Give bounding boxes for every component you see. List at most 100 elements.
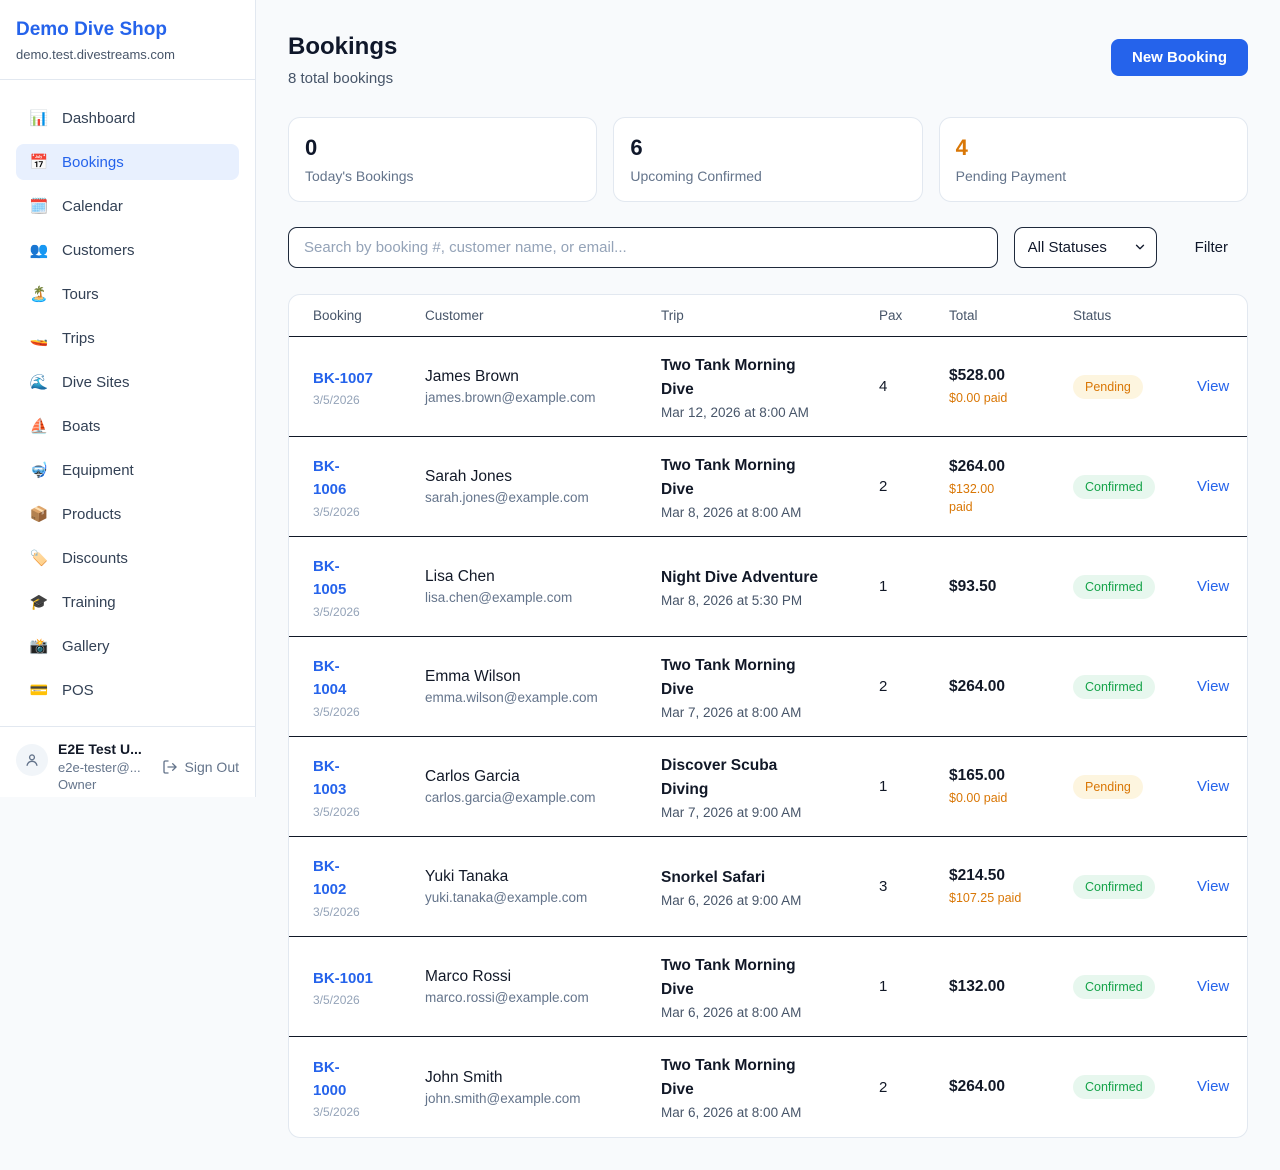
sign-out-button[interactable]: Sign Out [162, 759, 239, 775]
booking-date: 3/5/2026 [313, 393, 360, 408]
booking-id-link[interactable]: BK- 1000 [313, 1058, 347, 1099]
booking-id-link[interactable]: BK- 1005 [313, 558, 347, 599]
sidebar-item-label: Dive Sites [62, 373, 130, 391]
customer-email: sarah.jones@example.com [425, 490, 589, 506]
sidebar-item-training[interactable]: 🎓 Training [16, 584, 239, 620]
column-header-status: Status [1073, 308, 1112, 324]
trip-cell: Two Tank Morning Dive Mar 7, 2026 at 8:0… [661, 654, 879, 720]
sidebar-item-label: POS [62, 681, 94, 699]
pax-count: 4 [879, 378, 888, 396]
table-row: BK- 1005 3/5/2026 Lisa Chen lisa.chen@ex… [289, 537, 1247, 638]
trip-cell: Two Tank Morning Dive Mar 12, 2026 at 8:… [661, 354, 879, 420]
sidebar-item-label: Discounts [62, 549, 128, 567]
view-link[interactable]: View [1197, 777, 1230, 795]
trip-cell: Discover Scuba Diving Mar 7, 2026 at 9:0… [661, 754, 879, 820]
new-booking-button[interactable]: New Booking [1110, 39, 1248, 76]
status-cell: Confirmed [1073, 974, 1197, 999]
total-amount: $264.00 [949, 457, 1006, 475]
trip-name: Two Tank Morning Dive [661, 1057, 796, 1099]
sidebar-item-dashboard[interactable]: 📊 Dashboard [16, 100, 239, 136]
paid-amount: $0.00 paid [949, 790, 1008, 805]
sidebar-item-dive-sites[interactable]: 🌊 Dive Sites [16, 364, 239, 400]
sidebar-item-tours[interactable]: 🏝️ Tours [16, 276, 239, 312]
sidebar-item-bookings[interactable]: 📅 Bookings [16, 144, 239, 180]
sidebar-item-products[interactable]: 📦 Products [16, 496, 239, 532]
action-cell: View [1197, 678, 1229, 696]
pax-count: 1 [879, 778, 888, 796]
customer-cell: Marco Rossi marco.rossi@example.com [425, 968, 661, 1005]
stat-card-pending-payment: 4 Pending Payment [938, 117, 1248, 203]
view-link[interactable]: View [1197, 577, 1230, 595]
sidebar-item-label: Training [62, 593, 116, 611]
status-cell: Confirmed [1073, 574, 1197, 599]
booking-id-link[interactable]: BK- 1004 [313, 658, 347, 699]
trip-datetime: Mar 6, 2026 at 8:00 AM [661, 1105, 802, 1121]
search-input[interactable] [288, 227, 998, 269]
user-email: e2e-tester@... [58, 760, 141, 775]
paid-amount: $132.00 paid [949, 481, 995, 514]
booking-cell: BK- 1004 3/5/2026 [313, 655, 425, 719]
trip-datetime: Mar 6, 2026 at 9:00 AM [661, 892, 802, 908]
sidebar-item-label: Equipment [62, 461, 134, 479]
sidebar-item-boats[interactable]: ⛵ Boats [16, 408, 239, 444]
view-link[interactable]: View [1197, 1078, 1230, 1096]
trip-datetime: Mar 6, 2026 at 8:00 AM [661, 1004, 802, 1020]
sidebar-item-label: Tours [62, 285, 99, 303]
booking-id-link[interactable]: BK-1001 [313, 969, 374, 987]
view-link[interactable]: View [1197, 477, 1230, 495]
label-tag-icon: 🏷️ [29, 549, 49, 567]
booking-cell: BK-1001 3/5/2026 [313, 967, 425, 1007]
sidebar-item-label: Bookings [62, 153, 124, 171]
sidebar-item-discounts[interactable]: 🏷️ Discounts [16, 540, 239, 576]
view-link[interactable]: View [1197, 877, 1230, 895]
users-icon: 👥 [29, 241, 49, 259]
booking-id-link[interactable]: BK- 1002 [313, 858, 347, 899]
status-filter-wrap: All Statuses [1013, 227, 1157, 269]
trip-datetime: Mar 8, 2026 at 5:30 PM [661, 592, 803, 608]
sidebar-item-pos[interactable]: 💳 POS [16, 672, 239, 708]
user-name: E2E Test U... [58, 741, 142, 757]
user-section: E2E Test U... e2e-tester@... Owner Sign … [0, 726, 255, 806]
action-cell: View [1197, 1078, 1229, 1096]
page-header-text: Bookings 8 total bookings [288, 33, 397, 87]
trip-name: Two Tank Morning Dive [661, 956, 796, 998]
customer-cell: Yuki Tanaka yuki.tanaka@example.com [425, 868, 661, 905]
trip-cell: Two Tank Morning Dive Mar 8, 2026 at 8:0… [661, 454, 879, 520]
booking-date: 3/5/2026 [313, 904, 360, 919]
stat-value: 4 [955, 135, 968, 160]
action-cell: View [1197, 978, 1229, 996]
column-header-total: Total [949, 308, 978, 324]
sidebar-item-label: Gallery [62, 637, 110, 655]
status-filter-select[interactable]: All Statuses [1013, 227, 1157, 269]
filter-button[interactable]: Filter [1189, 238, 1234, 257]
shop-domain: demo.test.divestreams.com [16, 47, 175, 62]
view-link[interactable]: View [1197, 677, 1230, 695]
booking-id-link[interactable]: BK- 1006 [313, 458, 347, 499]
sidebar-item-gallery[interactable]: 📸 Gallery [16, 628, 239, 664]
table-row: BK- 1006 3/5/2026 Sarah Jones sarah.jone… [289, 437, 1247, 538]
trip-datetime: Mar 8, 2026 at 8:00 AM [661, 504, 802, 520]
status-badge: Pending [1073, 774, 1143, 799]
stats-cards: 0 Today's Bookings 6 Upcoming Confirmed … [288, 117, 1248, 203]
trip-cell: Two Tank Morning Dive Mar 6, 2026 at 8:0… [661, 1054, 879, 1120]
customer-email: james.brown@example.com [425, 390, 596, 406]
booking-id-link[interactable]: BK-1007 [313, 369, 374, 387]
bar-chart-icon: 📊 [29, 109, 49, 127]
trip-cell: Night Dive Adventure Mar 8, 2026 at 5:30… [661, 566, 879, 608]
sidebar-item-customers[interactable]: 👥 Customers [16, 232, 239, 268]
customer-cell: Carlos Garcia carlos.garcia@example.com [425, 768, 661, 805]
action-cell: View [1197, 478, 1229, 496]
view-link[interactable]: View [1197, 377, 1230, 395]
stat-card-todays-bookings: 0 Today's Bookings [288, 117, 598, 203]
booking-date: 3/5/2026 [313, 804, 360, 819]
total-amount: $132.00 [949, 977, 1006, 995]
view-link[interactable]: View [1197, 977, 1230, 995]
sidebar-item-calendar[interactable]: 🗓️ Calendar [16, 188, 239, 224]
sidebar-item-equipment[interactable]: 🤿 Equipment [16, 452, 239, 488]
column-header-pax: Pax [879, 308, 903, 324]
sidebar-item-trips[interactable]: 🚤 Trips [16, 320, 239, 356]
stat-value: 6 [630, 135, 643, 160]
pax-count: 1 [879, 978, 888, 996]
booking-id-link[interactable]: BK- 1003 [313, 758, 347, 799]
